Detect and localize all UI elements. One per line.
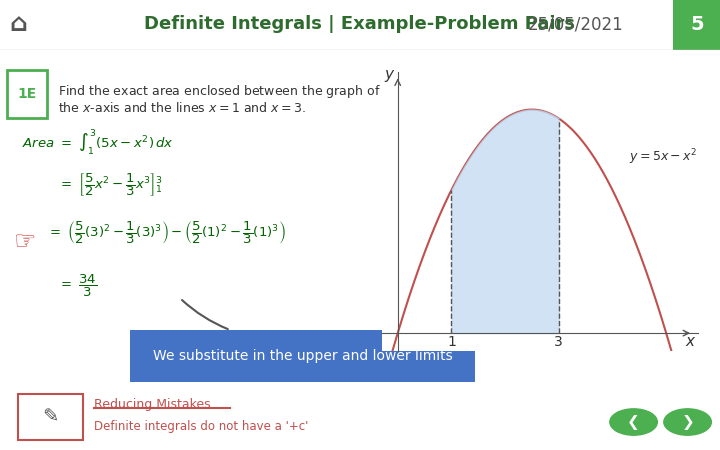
- Bar: [7, 70, 47, 118]
- Text: 25/05/2021: 25/05/2021: [528, 15, 624, 33]
- Text: We substitute in the upper and lower limits: We substitute in the upper and lower lim…: [153, 349, 452, 363]
- Bar: [18, 394, 83, 440]
- Text: Definite integrals do not have a '+c': Definite integrals do not have a '+c': [94, 420, 308, 433]
- Bar: [130, 330, 475, 382]
- Circle shape: [610, 409, 657, 435]
- Bar: [673, 0, 720, 50]
- Circle shape: [664, 409, 711, 435]
- Text: ☞: ☞: [14, 230, 37, 254]
- Text: 5: 5: [690, 15, 703, 34]
- Text: ❯: ❯: [681, 414, 694, 430]
- Text: Find the exact area enclosed between the graph of $y = 5x - x^2$,: Find the exact area enclosed between the…: [58, 82, 454, 102]
- Text: $y = 5x - x^2$: $y = 5x - x^2$: [629, 148, 697, 167]
- Text: $=\ \dfrac{34}{3}$: $=\ \dfrac{34}{3}$: [58, 273, 97, 299]
- Text: Definite Integrals | Example-Problem Pairs: Definite Integrals | Example-Problem Pai…: [145, 15, 575, 33]
- Text: $y$: $y$: [384, 68, 395, 84]
- Text: ❮: ❮: [627, 414, 640, 430]
- Text: $\mathit{Area}\ =\ \int_{1}^{3}(5x - x^2)\,dx$: $\mathit{Area}\ =\ \int_{1}^{3}(5x - x^2…: [22, 127, 174, 157]
- Text: 3: 3: [554, 335, 563, 349]
- Text: $=\ \left(\dfrac{5}{2}(3)^2 - \dfrac{1}{3}(3)^3\right) - \left(\dfrac{5}{2}(1)^2: $=\ \left(\dfrac{5}{2}(3)^2 - \dfrac{1}{…: [47, 219, 285, 246]
- Text: $x$: $x$: [685, 333, 696, 349]
- Text: ✎: ✎: [42, 408, 58, 427]
- Text: $=\ \left[\dfrac{5}{2}x^2 - \dfrac{1}{3}x^3\right]_{1}^{3}$: $=\ \left[\dfrac{5}{2}x^2 - \dfrac{1}{3}…: [58, 171, 162, 198]
- Text: 1: 1: [447, 335, 456, 349]
- Text: ⌂: ⌂: [9, 12, 27, 36]
- Text: the $x$-axis and the lines $x = 1$ and $x = 3$.: the $x$-axis and the lines $x = 1$ and $…: [58, 101, 305, 115]
- Text: 1E: 1E: [17, 87, 36, 101]
- Text: Reducing Mistakes: Reducing Mistakes: [94, 397, 210, 410]
